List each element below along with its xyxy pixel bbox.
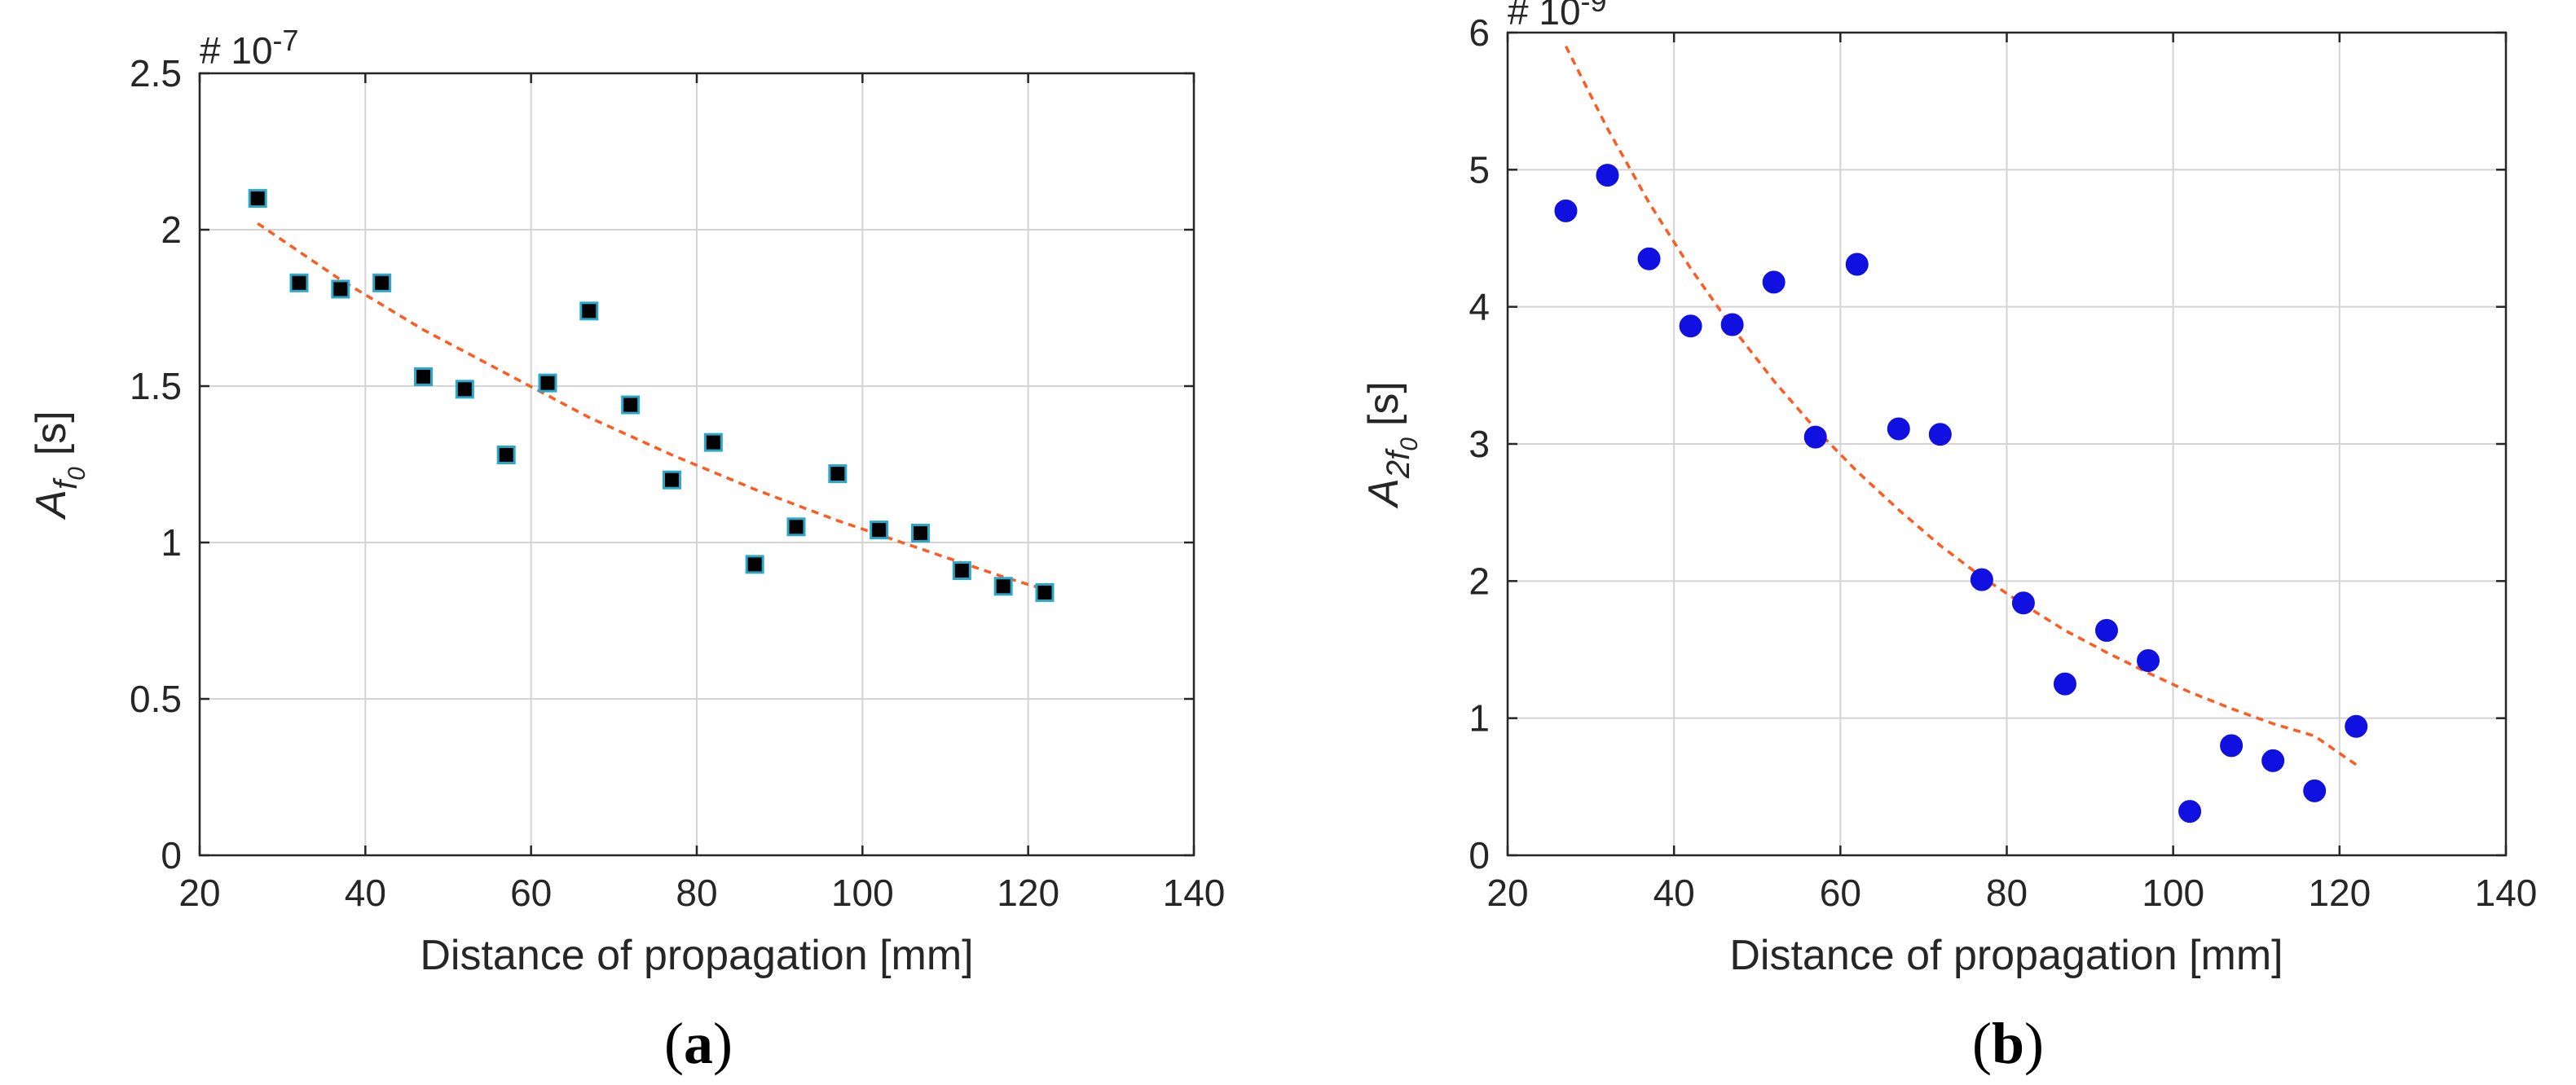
- data-point: [1887, 417, 1910, 441]
- data-point: [1970, 568, 1993, 591]
- data-point: [538, 373, 557, 393]
- data-point: [455, 380, 474, 399]
- data-point: [2261, 749, 2285, 772]
- x-tick-label: 20: [178, 872, 220, 914]
- data-point: [2178, 800, 2202, 824]
- data-point: [2345, 714, 2368, 738]
- fit-curve-b: [1564, 46, 2358, 767]
- y-tick-label: 6: [1469, 11, 1490, 54]
- data-point: [579, 301, 599, 321]
- y-tick-label: 3: [1469, 423, 1490, 465]
- data-point: [1928, 423, 1952, 446]
- y-axis-label-a: Af0[s]: [28, 411, 90, 520]
- data-points-b: [1554, 164, 2368, 824]
- ticks-b: 20 40 60 80 100 120 140 0 1 2 3 4 5 6: [1469, 11, 2537, 914]
- data-point: [870, 521, 889, 540]
- data-point: [1637, 247, 1661, 270]
- data-point: [2011, 591, 2035, 615]
- data-point: [2053, 672, 2076, 696]
- x-tick-label: 80: [676, 872, 717, 914]
- exponent-label-b: # 10-9: [1508, 0, 1607, 33]
- y-tick-label: 1.5: [130, 365, 182, 407]
- data-point: [372, 273, 392, 292]
- x-axis-label-a: Distance of propagation [mm]: [420, 932, 973, 979]
- x-tick-label: 140: [1163, 872, 1226, 914]
- data-point: [496, 445, 516, 464]
- data-point: [621, 395, 641, 415]
- fit-line: [1564, 46, 2358, 767]
- data-point: [745, 555, 764, 574]
- data-point: [289, 273, 309, 292]
- data-points-a: [248, 189, 1055, 602]
- data-point: [911, 523, 930, 542]
- data-point: [1845, 253, 1869, 276]
- y-tick-label: 2.5: [130, 52, 182, 94]
- x-axis-label-b: Distance of propagation [mm]: [1729, 932, 2283, 979]
- data-point: [1596, 164, 1619, 187]
- data-point: [1762, 270, 1786, 294]
- y-tick-label: 0: [1469, 834, 1490, 876]
- y-tick-label: 5: [1469, 148, 1490, 191]
- data-point: [828, 464, 848, 484]
- x-tick-label: 60: [510, 872, 552, 914]
- x-tick-label: 120: [997, 872, 1059, 914]
- data-point: [786, 517, 806, 537]
- y-tick-label: 1: [1469, 697, 1490, 740]
- x-tick-label: 100: [2142, 872, 2204, 914]
- y-tick-label: 1: [161, 521, 182, 564]
- y-tick-label: 4: [1469, 286, 1490, 328]
- data-point: [2095, 618, 2118, 642]
- data-point: [1679, 314, 1702, 338]
- y-tick-label: 2: [1469, 560, 1490, 602]
- fit-line: [257, 222, 1046, 591]
- panel-b: 20 40 60 80 100 120 140 0 1 2 3 4 5 6 # 10-9 Distance…: [1360, 0, 2537, 1076]
- data-point: [1035, 582, 1055, 602]
- panel-label-a: (a): [664, 1011, 733, 1076]
- x-tick-label: 40: [345, 872, 386, 914]
- y-tick-label: 0: [161, 834, 182, 876]
- panel-a: 20 40 60 80 100 120 140 0 0.5 1 1.5 2 2.5 # 10-7 Dis…: [28, 24, 1225, 1076]
- x-tick-label: 40: [1653, 872, 1695, 914]
- y-tick-label: 2: [161, 209, 182, 251]
- x-tick-label: 80: [1986, 872, 2028, 914]
- data-point: [703, 433, 723, 452]
- data-point: [414, 367, 433, 386]
- exponent-label-a: # 10-7: [200, 24, 299, 72]
- data-point: [1803, 425, 1827, 449]
- x-tick-label: 120: [2308, 872, 2371, 914]
- x-tick-label: 60: [1820, 872, 1861, 914]
- fit-curve-a: [257, 222, 1046, 591]
- data-point: [952, 561, 971, 581]
- panel-label-b: (b): [1972, 1011, 2044, 1076]
- x-tick-label: 140: [2475, 872, 2538, 914]
- data-point: [248, 189, 267, 209]
- y-tick-label: 0.5: [130, 678, 182, 720]
- y-axis-label-b: A2f0[s]: [1360, 381, 1423, 509]
- data-point: [2220, 734, 2244, 758]
- data-point: [331, 279, 350, 299]
- data-point: [2303, 779, 2327, 802]
- data-point: [663, 470, 681, 490]
- ticks-a: 20 40 60 80 100 120 140 0 0.5 1 1.5 2 2.5: [130, 52, 1225, 914]
- data-point: [1720, 313, 1744, 336]
- grid-b: [1508, 33, 2506, 855]
- data-point: [993, 577, 1013, 596]
- data-point: [1554, 199, 1578, 222]
- x-tick-label: 20: [1486, 872, 1528, 914]
- x-tick-label: 100: [831, 872, 894, 914]
- data-point: [2137, 648, 2160, 672]
